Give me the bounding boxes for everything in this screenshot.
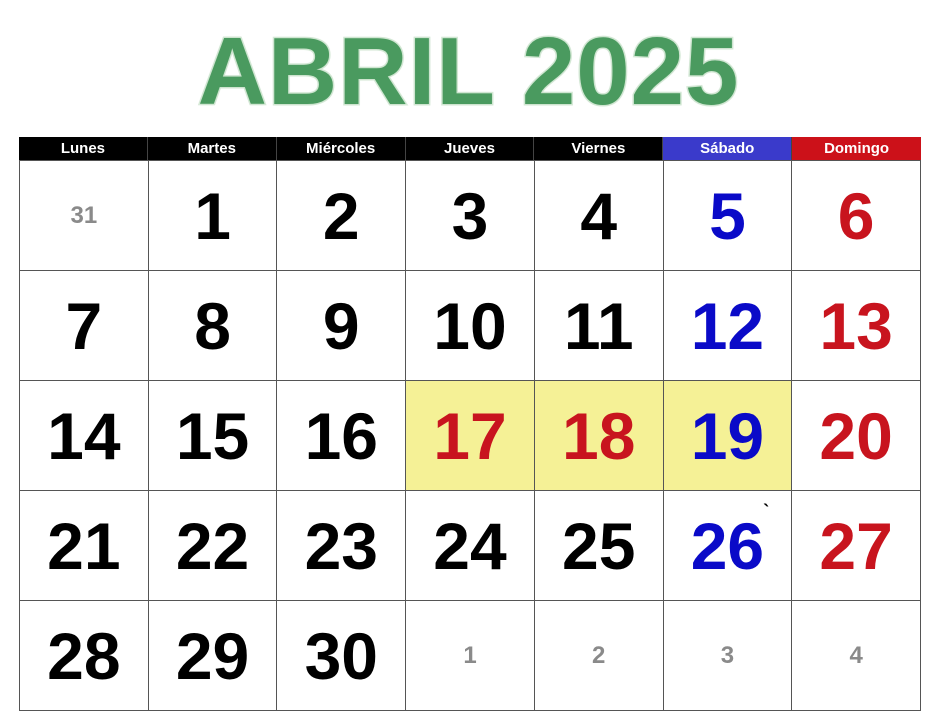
day-cell: 21 bbox=[20, 491, 149, 601]
day-cell-adjacent-month: 2 bbox=[534, 601, 664, 711]
day-cell: 13 bbox=[792, 271, 921, 381]
weekday-lunes: Lunes bbox=[19, 137, 148, 160]
day-number: 19 bbox=[690, 398, 765, 473]
day-cell: 25 bbox=[534, 491, 664, 601]
day-number: 3 bbox=[451, 178, 489, 253]
weekday-viernes: Viernes bbox=[534, 137, 664, 160]
day-cell: 2 bbox=[277, 161, 407, 271]
day-cell: 5 bbox=[663, 161, 793, 271]
day-number: 13 bbox=[819, 288, 893, 363]
weekday-sábado: Sábado bbox=[663, 137, 793, 160]
weekday-header: Lunes Martes Miércoles Jueves Viernes Sábado D… bbox=[19, 137, 921, 160]
day-number: 25 bbox=[561, 508, 636, 583]
weekday-miércoles: Miércoles bbox=[276, 137, 406, 160]
day-number: 17 bbox=[433, 398, 507, 473]
day-number: 16 bbox=[304, 398, 378, 473]
day-cell-adjacent-month: 31 bbox=[20, 161, 149, 271]
day-number: 21 bbox=[47, 508, 121, 583]
calendar-title: ABRIL 2025 bbox=[196, 18, 740, 125]
day-cell-adjacent-month: 4 bbox=[792, 601, 921, 711]
day-number: 20 bbox=[819, 398, 893, 473]
day-cell: 4 bbox=[534, 161, 664, 271]
day-number: 5 bbox=[709, 178, 746, 253]
day-cell: 26 ` bbox=[663, 491, 793, 601]
day-cell: 27 bbox=[792, 491, 921, 601]
day-number: 26 bbox=[690, 508, 765, 583]
day-number: 7 bbox=[65, 288, 103, 363]
day-number: 3 bbox=[720, 641, 735, 669]
day-number: 30 bbox=[304, 618, 378, 693]
day-number: 4 bbox=[849, 641, 863, 669]
day-number: 24 bbox=[433, 508, 507, 583]
day-number: 8 bbox=[194, 288, 231, 363]
day-cell: 11 bbox=[534, 271, 664, 381]
day-cell: 1 bbox=[148, 161, 278, 271]
day-number: 2 bbox=[592, 641, 606, 669]
day-cell: 10 bbox=[406, 271, 535, 381]
day-cell: 9 bbox=[277, 271, 407, 381]
day-cell: 20 bbox=[792, 381, 921, 491]
day-number: 15 bbox=[175, 398, 250, 473]
day-cell: 30 bbox=[277, 601, 407, 711]
stray-mark: ` bbox=[763, 501, 770, 521]
day-cell-adjacent-month: 1 bbox=[406, 601, 535, 711]
day-cell: 23 bbox=[277, 491, 407, 601]
weekday-domingo: Domingo bbox=[792, 137, 921, 160]
weekday-martes: Martes bbox=[147, 137, 277, 160]
day-cell: 6 bbox=[792, 161, 921, 271]
day-number: 2 bbox=[322, 178, 360, 253]
day-number: 29 bbox=[175, 618, 250, 693]
day-cell: 16 bbox=[277, 381, 407, 491]
day-number: 12 bbox=[690, 288, 765, 363]
day-cell: 28 bbox=[20, 601, 149, 711]
day-cell: 29 bbox=[148, 601, 278, 711]
day-cell: 8 bbox=[148, 271, 278, 381]
day-number: 31 bbox=[70, 201, 98, 229]
day-cell: 24 bbox=[406, 491, 535, 601]
day-cell: 3 bbox=[406, 161, 535, 271]
day-number: 6 bbox=[837, 178, 875, 253]
calendar: Lunes Martes Miércoles Jueves Viernes Sábado D… bbox=[19, 137, 921, 711]
day-number: 23 bbox=[304, 508, 378, 583]
day-number: 18 bbox=[561, 398, 636, 473]
weekday-jueves: Jueves bbox=[405, 137, 535, 160]
day-number: 27 bbox=[819, 508, 893, 583]
day-number: 28 bbox=[47, 618, 121, 693]
day-cell: 18 bbox=[534, 381, 664, 491]
day-cell-adjacent-month: 3 bbox=[663, 601, 793, 711]
day-number: 11 bbox=[563, 288, 634, 363]
day-cell: 7 bbox=[20, 271, 149, 381]
day-cell: 22 bbox=[148, 491, 278, 601]
day-cell: 15 bbox=[148, 381, 278, 491]
day-cell: 14 bbox=[20, 381, 149, 491]
day-number: 9 bbox=[322, 288, 360, 363]
day-number: 10 bbox=[433, 288, 507, 363]
day-number: 22 bbox=[175, 508, 250, 583]
day-number: 1 bbox=[194, 178, 231, 253]
day-grid: 31 1 2 3 4 5 6 7 8 9 10 11 12 13 14 15 16 17 18 19 20 21 22 23 2… bbox=[19, 160, 921, 711]
day-cell: 17 bbox=[406, 381, 535, 491]
day-number: 1 bbox=[463, 641, 477, 669]
day-cell: 12 bbox=[663, 271, 793, 381]
day-cell: 19 bbox=[663, 381, 793, 491]
day-number: 14 bbox=[47, 398, 121, 473]
day-number: 4 bbox=[580, 178, 618, 253]
